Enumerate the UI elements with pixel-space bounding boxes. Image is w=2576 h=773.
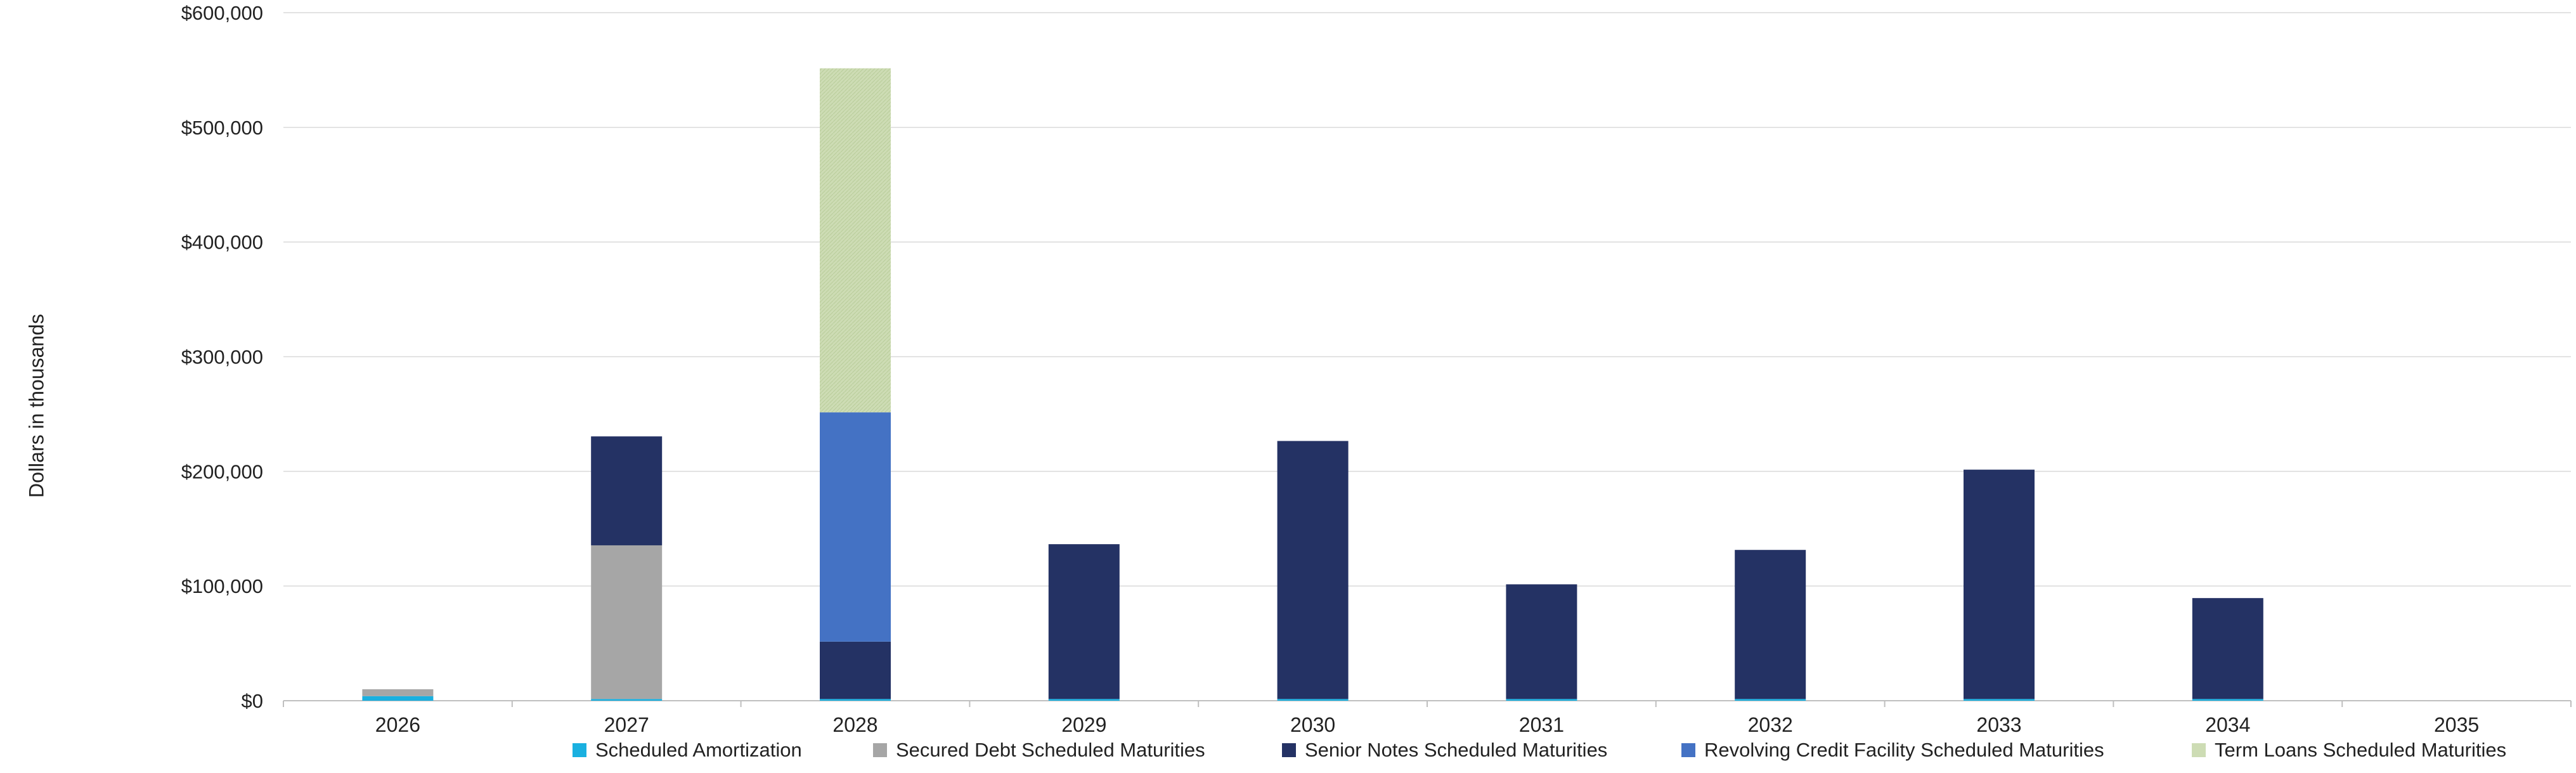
legend-label: Senior Notes Scheduled Maturities: [1305, 739, 1608, 761]
legend-label: Revolving Credit Facility Scheduled Matu…: [1704, 739, 2104, 761]
bar-segment: [1735, 550, 1806, 699]
bar-segment: [820, 412, 891, 642]
y-tick-label: $0: [242, 690, 263, 712]
legend-label: Secured Debt Scheduled Maturities: [896, 739, 1205, 761]
x-tick-label: 2033: [1976, 713, 2021, 736]
bar-segment: [1048, 544, 1120, 699]
legend-swatch: [873, 743, 887, 757]
bar-segment: [1506, 699, 1577, 701]
bar-segment: [820, 68, 891, 413]
bar-segment: [820, 699, 891, 701]
bar-segment: [2192, 598, 2263, 699]
bar-segment: [362, 696, 434, 701]
bar-segment: [591, 436, 663, 545]
y-tick-label: $200,000: [181, 460, 263, 483]
gridlines: [283, 12, 2571, 701]
x-tick-label: 2031: [1519, 713, 1564, 736]
y-tick-label: $300,000: [181, 346, 263, 368]
legend-swatch: [1681, 743, 1695, 757]
legend-swatch: [573, 743, 586, 757]
legend-item: Secured Debt Scheduled Maturities: [873, 739, 1205, 762]
x-tick-label: 2028: [832, 713, 877, 736]
legend-item: Revolving Credit Facility Scheduled Matu…: [1681, 739, 2104, 762]
bars: [362, 68, 2263, 701]
bar-segment: [820, 641, 891, 699]
legend-swatch: [2192, 743, 2206, 757]
x-tick-label: 2035: [2434, 713, 2479, 736]
y-tick-label: $100,000: [181, 575, 263, 597]
legend-item: Term Loans Scheduled Maturities: [2192, 739, 2506, 762]
x-tick-label: 2027: [604, 713, 649, 736]
bar-segment: [1506, 584, 1577, 699]
x-tick-label: 2032: [1748, 713, 1793, 736]
bar-segment: [1964, 469, 2035, 699]
x-tick-label: 2034: [2205, 713, 2250, 736]
x-tick-label: 2030: [1290, 713, 1335, 736]
bar-segment: [362, 689, 434, 696]
legend-item: Senior Notes Scheduled Maturities: [1282, 739, 1607, 762]
x-axis: 2026 2027 2028 2029 2030 2031 2032 2033 2034 2035: [283, 701, 2572, 736]
bar-segment: [591, 699, 663, 701]
y-tick-label: $500,000: [181, 117, 263, 139]
bar-segment: [1964, 699, 2035, 701]
legend-label: Term Loans Scheduled Maturities: [2215, 739, 2507, 761]
y-axis-ticks: $0 $100,000 $200,000 $300,000 $400,000 $500,0…: [181, 2, 263, 712]
y-tick-label: $600,000: [181, 2, 263, 24]
x-tick-label: 2026: [375, 713, 420, 736]
bar-segment: [2192, 699, 2263, 701]
bar-segment: [1277, 699, 1349, 701]
bar-segment: [1048, 699, 1120, 701]
legend-swatch: [1282, 743, 1296, 757]
legend-label: Scheduled Amortization: [595, 739, 802, 761]
y-tick-label: $400,000: [181, 231, 263, 254]
bar-segment: [1277, 441, 1349, 699]
bar-segment: [591, 545, 663, 699]
legend-item: Scheduled Amortization: [573, 739, 802, 762]
legend: Scheduled Amortization Secured Debt Sched…: [0, 739, 2576, 769]
bar-segment: [1735, 699, 1806, 701]
x-tick-label: 2029: [1061, 713, 1106, 736]
y-axis-label: Dollars in thousands: [25, 314, 48, 498]
